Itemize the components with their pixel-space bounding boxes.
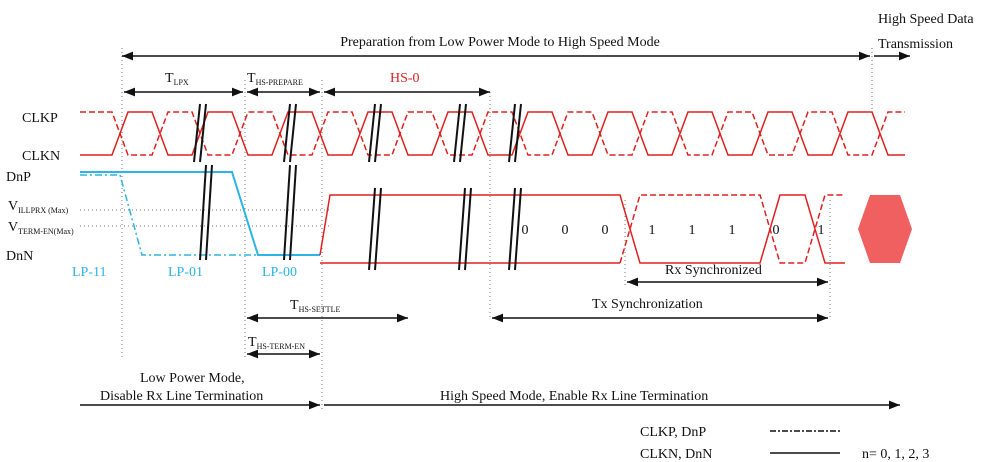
dnn-lp [80,174,320,256]
dnn-hs [619,194,845,264]
timing-label: THS-TERM-EN [248,335,305,351]
break-mark [514,103,522,163]
break-mark [458,187,466,271]
break-mark [205,164,213,261]
bit-label: 0 [562,223,569,238]
timing-label: THS-PREPARE [247,71,303,87]
bit-label: 0 [602,223,609,238]
break-mark [464,187,472,271]
right-title: Transmission [878,37,953,52]
sync-label: Tx Synchronization [592,297,703,312]
break-mark [199,164,207,261]
break-mark [459,103,467,163]
right-title: High Speed Data [878,12,974,27]
signal-label: VILLPRX (Max) [8,199,68,215]
break-mark [508,187,516,271]
break-mark [508,103,516,163]
bit-label: 0 [522,223,529,238]
break-mark [283,164,291,261]
break-mark [374,187,382,271]
dnp-hs [319,194,845,264]
break-mark [453,103,461,163]
state-label: LP-01 [168,265,203,280]
break-mark [283,103,291,163]
state-label: LP-11 [72,265,106,280]
signal-label: CLKP [22,111,58,126]
signal-label: CLKN [22,149,60,164]
clkp-wave [80,111,905,156]
break-mark [368,187,376,271]
bit-label: 1 [689,223,696,238]
signal-label: DnP [6,170,31,185]
hs-data-burst [858,195,912,263]
signal-label: VTERM-EN(Max) [8,220,74,236]
break-mark [193,103,201,163]
break-mark [289,164,297,261]
title: Preparation from Low Power Mode to High … [340,35,660,50]
state-label: LP-00 [262,265,297,280]
timing-label: THS-SETTLE [290,298,340,314]
sync-label: Rx Synchronized [665,263,762,278]
break-mark [199,103,207,163]
timing-label: TLPX [165,71,189,87]
timing-label: HS-0 [390,71,420,86]
break-mark [514,187,522,271]
mode-label: High Speed Mode, Enable Rx Line Terminat… [440,389,708,404]
break-mark [289,103,297,163]
clkn-wave [80,111,905,156]
break-mark [368,103,376,163]
bit-label: 0 [773,223,780,238]
bit-label: 1 [729,223,736,238]
legend-label: CLKP, DnP [640,425,706,440]
break-mark [374,103,382,163]
layout [80,48,910,454]
legend-note: n= 0, 1, 2, 3 [862,447,929,462]
mode-label: Disable Rx Line Termination [100,389,263,404]
dnp-lp [80,171,320,256]
mode-label: Low Power Mode, [140,371,245,386]
legend-label: CLKN, DnN [640,447,712,462]
bit-label: 1 [818,223,825,238]
signal-label: DnN [6,249,33,264]
bit-label: 1 [649,223,656,238]
